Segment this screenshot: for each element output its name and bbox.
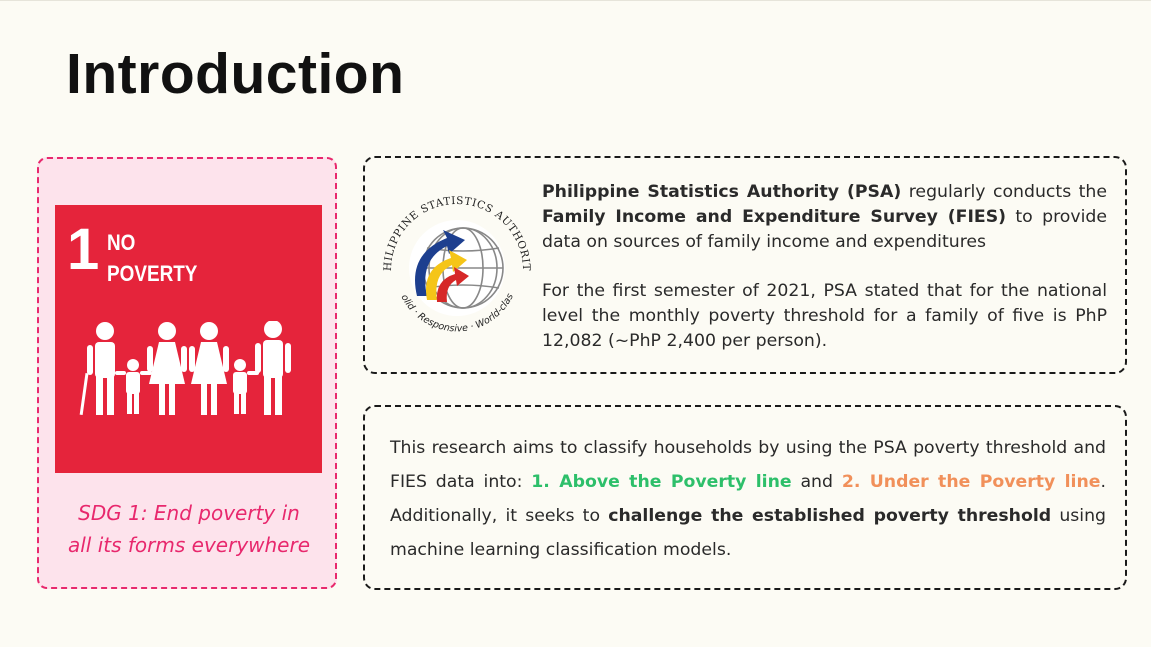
psa-paragraph-1: Philippine Statistics Authority (PSA) re… xyxy=(542,180,1107,255)
sdg-caption: SDG 1: End poverty in all its forms ever… xyxy=(39,497,339,561)
research-paragraph: This research aims to classify household… xyxy=(390,431,1106,567)
research-text-4: using machine learning classification mo… xyxy=(390,506,1106,560)
research-text-3: . Additionally, it seeks to xyxy=(390,472,1106,526)
sdg-name: NO POVERTY xyxy=(107,227,202,289)
sdg-tile: 1 NO POVERTY xyxy=(55,205,322,473)
sdg-name-line1: NO xyxy=(107,230,136,255)
sdg-caption-line1: SDG 1: End poverty in xyxy=(78,501,300,525)
research-text-2: and xyxy=(791,472,842,492)
fies-name: Family Income and Expenditure Survey (FI… xyxy=(542,207,1007,227)
research-text-1: This research aims to classify household… xyxy=(390,438,1106,492)
sdg-number: 1 xyxy=(67,217,100,282)
psa-paragraph-2: For the first semester of 2021, PSA stat… xyxy=(542,281,1107,351)
research-emphasis: challenge the established poverty thresh… xyxy=(608,506,1052,526)
psa-description: Philippine Statistics Authority (PSA) re… xyxy=(542,180,1107,354)
psa-text-2: to provide data on sources of family inc… xyxy=(542,207,1107,252)
label-under-poverty: 2. Under the Poverty line xyxy=(841,472,1101,492)
page-title: Introduction xyxy=(66,42,405,106)
research-card: This research aims to classify household… xyxy=(363,405,1127,590)
psa-name: Philippine Statistics Authority (PSA) xyxy=(542,182,902,202)
sdg-name-line2: POVERTY xyxy=(107,261,198,286)
label-above-poverty: 1. Above the Poverty line xyxy=(531,472,792,492)
family-icon xyxy=(79,321,291,416)
psa-text-1: regularly conducts the xyxy=(901,182,1107,202)
sdg-caption-line2: all its forms everywhere xyxy=(67,533,311,557)
psa-info-card: PHILIPPINE STATISTICS AUTHORITY Solid · … xyxy=(363,156,1127,374)
sdg-card: 1 NO POVERTY xyxy=(37,157,337,589)
psa-logo: PHILIPPINE STATISTICS AUTHORITY Solid · … xyxy=(377,184,531,334)
